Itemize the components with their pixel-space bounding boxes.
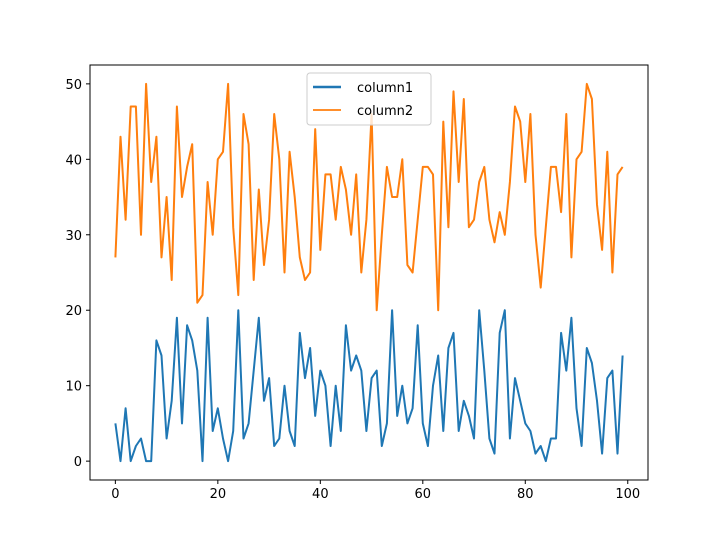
series-layer bbox=[114, 82, 624, 463]
y-tick-label: 50 bbox=[65, 78, 82, 93]
plot-frame bbox=[89, 64, 649, 481]
y-tick-label: 40 bbox=[65, 153, 82, 168]
x-tick-label: 60 bbox=[415, 487, 432, 502]
x-tick-label: 80 bbox=[517, 487, 534, 502]
x-tick-label: 100 bbox=[615, 487, 640, 502]
legend-label-column1: column1 bbox=[357, 81, 413, 96]
series-line-column2 bbox=[114, 82, 624, 312]
y-tick-label: 10 bbox=[65, 380, 82, 395]
x-tick-label: 0 bbox=[111, 487, 119, 502]
legend-label-column2: column2 bbox=[357, 104, 413, 119]
y-tick-label: 0 bbox=[74, 455, 82, 470]
x-tick-label: 20 bbox=[210, 487, 227, 502]
legend: column1 column2 bbox=[306, 72, 432, 126]
series-line-column1 bbox=[114, 309, 624, 463]
x-tick-label: 40 bbox=[312, 487, 329, 502]
y-axis: 0 10 20 30 40 50 bbox=[65, 78, 90, 470]
y-tick-label: 30 bbox=[65, 229, 82, 244]
y-tick-label: 20 bbox=[65, 304, 82, 319]
x-axis: 0 20 40 60 80 100 bbox=[111, 480, 640, 502]
